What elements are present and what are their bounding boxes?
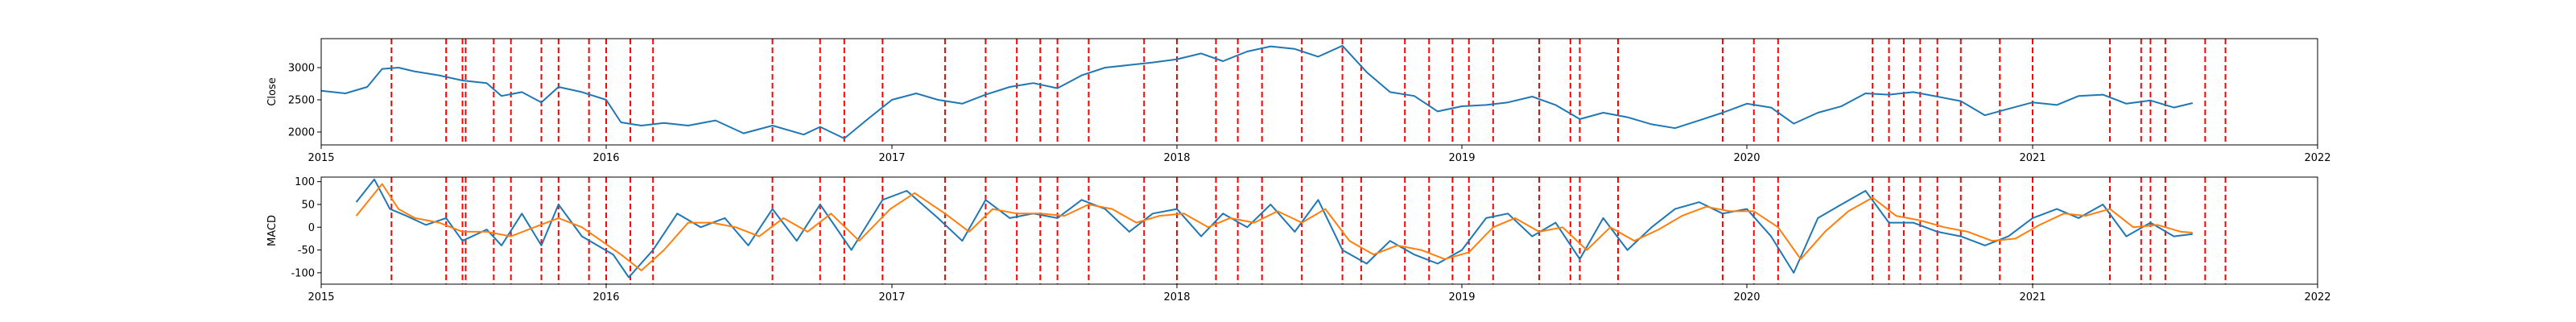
axis-ticks: 2015 2016 2017 2018 2019 2020 2021 2022 100 50 0 -5… [291,176,2330,303]
y-tick-label: 2000 [288,127,315,139]
x-tick-label: 2015 [308,291,334,303]
x-tick-label: 2022 [2304,152,2330,164]
series-line [320,44,2194,139]
x-tick-label: 2019 [1448,291,1475,303]
x-tick-label: 2015 [308,152,334,164]
x-tick-label: 2018 [1163,152,1190,164]
x-tick-label: 2020 [1733,291,1760,303]
x-tick-label: 2021 [2019,152,2046,164]
y-tick-label: 3000 [288,63,315,75]
signal-lines [390,177,2227,284]
x-tick-label: 2017 [878,152,905,164]
y-tick-label: -100 [291,267,315,279]
series-line [355,183,2193,271]
series-line [355,178,2193,279]
y-tick-label: 100 [295,176,315,188]
y-tick-label: 2500 [288,95,315,107]
y-axis-label: MACD [266,215,279,246]
x-tick-label: 2022 [2304,291,2330,303]
x-tick-label: 2016 [592,152,619,164]
axis-ticks: 2015 2016 2017 2018 2019 2020 2021 2022 2000 2500… [288,63,2331,165]
y-tick-label: -50 [298,245,315,257]
close-price-series [320,44,2194,139]
plot-frame [320,176,2318,285]
close-price-panel: 2015 2016 2017 2018 2019 2020 2021 2022 2000 2500… [266,38,2331,165]
x-tick-label: 2017 [878,291,905,303]
macd-series [355,178,2193,279]
x-tick-label: 2021 [2019,291,2046,303]
y-tick-label: 50 [301,199,315,211]
signal-lines [390,39,2227,145]
y-axis-label: Close [266,77,279,105]
plot-frame [320,38,2318,146]
x-tick-label: 2016 [592,291,619,303]
x-tick-label: 2020 [1733,152,1760,164]
x-tick-label: 2019 [1448,152,1475,164]
x-tick-label: 2018 [1163,291,1190,303]
macd-panel: 2015 2016 2017 2018 2019 2020 2021 2022 100 50 0 -5… [266,176,2331,303]
y-tick-label: 0 [308,222,315,234]
